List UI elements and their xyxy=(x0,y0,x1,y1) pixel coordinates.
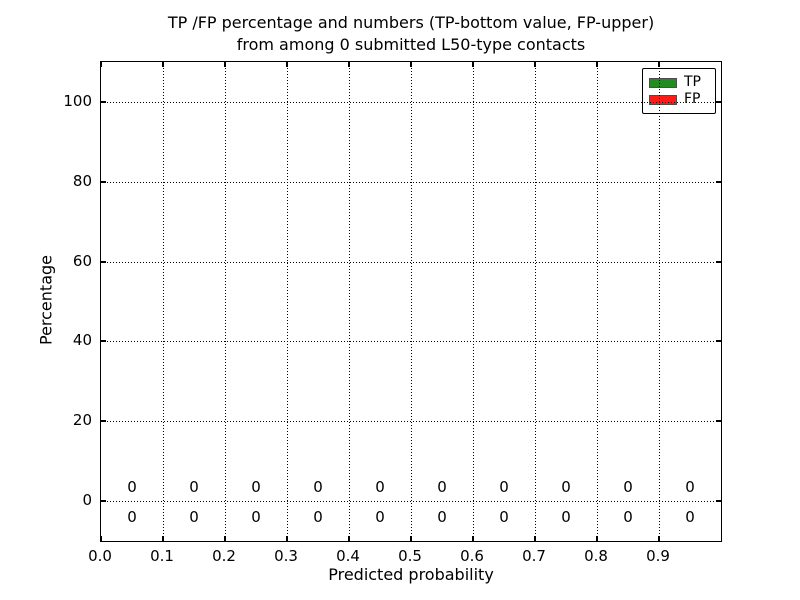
y-tick-mark xyxy=(716,340,721,342)
x-tick-mark xyxy=(224,536,226,541)
x-tick-label: 0.8 xyxy=(584,547,608,565)
fp-count: 0 xyxy=(189,478,199,496)
y-tick-label: 100 xyxy=(63,92,92,110)
x-tick-mark xyxy=(286,62,288,67)
tp-swatch-icon xyxy=(649,77,677,88)
y-tick-mark xyxy=(716,420,721,422)
tp-count: 0 xyxy=(375,508,385,526)
x-tick-mark xyxy=(658,536,660,541)
gridline-horizontal xyxy=(101,102,721,103)
x-tick-mark xyxy=(286,536,288,541)
x-tick-label: 0.3 xyxy=(274,547,298,565)
gridline-vertical xyxy=(287,62,288,541)
chart-title: TP /FP percentage and numbers (TP-bottom… xyxy=(100,12,722,56)
y-tick-label: 0 xyxy=(82,491,92,509)
x-tick-label: 0.7 xyxy=(522,547,546,565)
y-tick-mark xyxy=(101,500,106,502)
x-tick-mark xyxy=(534,62,536,67)
fp-count: 0 xyxy=(623,478,633,496)
gridline-vertical xyxy=(163,62,164,541)
gridline-vertical xyxy=(473,62,474,541)
tp-count: 0 xyxy=(499,508,509,526)
fp-count: 0 xyxy=(437,478,447,496)
tp-count: 0 xyxy=(127,508,137,526)
x-tick-label: 0.5 xyxy=(398,547,422,565)
gridline-vertical xyxy=(597,62,598,541)
gridline-horizontal xyxy=(101,421,721,422)
x-tick-mark xyxy=(224,62,226,67)
tp-count: 0 xyxy=(685,508,695,526)
gridline-vertical xyxy=(349,62,350,541)
chart-title-line2: from among 0 submitted L50-type contacts xyxy=(236,35,586,54)
gridline-vertical xyxy=(535,62,536,541)
gridline-horizontal xyxy=(101,262,721,263)
fp-swatch-icon xyxy=(649,94,677,105)
x-tick-label: 0.2 xyxy=(212,547,236,565)
x-axis-label: Predicted probability xyxy=(328,565,494,584)
x-tick-mark xyxy=(472,536,474,541)
tp-count: 0 xyxy=(561,508,571,526)
chart-title-line1: TP /FP percentage and numbers (TP-bottom… xyxy=(167,13,655,32)
fp-count: 0 xyxy=(375,478,385,496)
plot-area: 0 0 0 0 0 0 0 0 0 0 0 0 0 0 0 0 xyxy=(100,61,722,542)
y-tick-mark xyxy=(716,101,721,103)
y-tick-mark xyxy=(716,500,721,502)
x-tick-mark xyxy=(162,62,164,67)
fp-count: 0 xyxy=(251,478,261,496)
x-tick-mark xyxy=(348,536,350,541)
x-tick-mark xyxy=(596,536,598,541)
x-tick-mark xyxy=(162,536,164,541)
tp-count: 0 xyxy=(251,508,261,526)
fp-count: 0 xyxy=(127,478,137,496)
legend-label-tp: TP xyxy=(684,74,701,90)
fp-count: 0 xyxy=(499,478,509,496)
x-tick-label: 0.6 xyxy=(460,547,484,565)
fp-count: 0 xyxy=(313,478,323,496)
legend-label-fp: FP xyxy=(684,91,701,107)
tp-count: 0 xyxy=(623,508,633,526)
x-tick-mark xyxy=(534,536,536,541)
y-tick-mark xyxy=(101,340,106,342)
x-tick-mark xyxy=(348,62,350,67)
x-tick-mark xyxy=(410,62,412,67)
x-tick-label: 0.0 xyxy=(88,547,112,565)
gridline-vertical xyxy=(659,62,660,541)
fp-count: 0 xyxy=(561,478,571,496)
y-tick-mark xyxy=(101,261,106,263)
tp-count: 0 xyxy=(313,508,323,526)
x-tick-mark xyxy=(596,62,598,67)
x-tick-label: 0.1 xyxy=(150,547,174,565)
y-tick-mark xyxy=(716,181,721,183)
y-tick-mark xyxy=(716,261,721,263)
legend-item-fp: FP xyxy=(649,91,711,108)
y-tick-label: 40 xyxy=(72,331,92,349)
gridline-vertical xyxy=(411,62,412,541)
legend: TP FP xyxy=(642,68,716,114)
gridline-horizontal xyxy=(101,341,721,342)
gridline-vertical xyxy=(225,62,226,541)
gridline-horizontal xyxy=(101,182,721,183)
gridline-horizontal xyxy=(101,501,721,502)
tp-count: 0 xyxy=(189,508,199,526)
x-tick-mark xyxy=(472,62,474,67)
y-tick-mark xyxy=(101,181,106,183)
y-tick-label: 80 xyxy=(72,172,92,190)
x-tick-mark xyxy=(100,62,102,67)
legend-item-tp: TP xyxy=(649,74,711,91)
fp-count: 0 xyxy=(685,478,695,496)
x-tick-label: 0.4 xyxy=(336,547,360,565)
x-tick-mark xyxy=(658,62,660,67)
x-tick-mark xyxy=(410,536,412,541)
y-tick-label: 20 xyxy=(72,411,92,429)
tp-count: 0 xyxy=(437,508,447,526)
y-tick-mark xyxy=(101,420,106,422)
x-tick-mark xyxy=(100,536,102,541)
y-tick-label: 60 xyxy=(72,252,92,270)
y-tick-mark xyxy=(101,101,106,103)
x-tick-label: 0.9 xyxy=(646,547,670,565)
